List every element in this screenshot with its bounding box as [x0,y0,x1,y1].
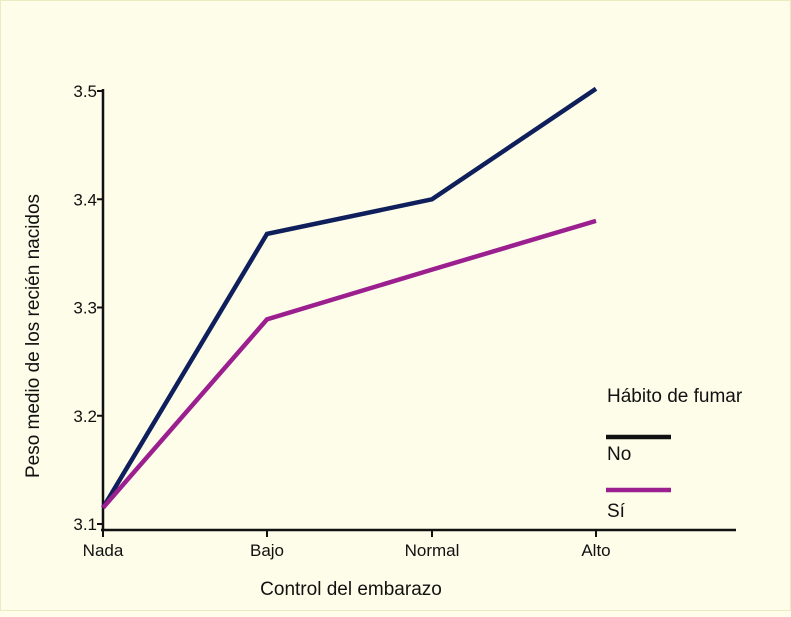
x-tick-group: Nada Bajo Normal Alto [83,530,611,560]
y-axis-label: Peso medio de los recién nacidos [23,194,44,478]
legend: Hábito de fumar No Sí [606,386,743,522]
y-tick-group: 3.1 3.2 3.3 3.4 3.5 [73,82,103,534]
y-tick-label: 3.3 [73,299,97,318]
y-tick-label: 3.1 [73,515,97,534]
y-tick-label: 3.5 [73,82,97,101]
x-tick-label: Nada [83,541,124,560]
series-group [103,89,596,508]
legend-label-no: No [607,444,631,465]
y-tick-label: 3.4 [73,190,97,209]
x-tick-label: Bajo [250,541,284,560]
x-tick-label: Normal [405,541,460,560]
series-line-si [103,221,596,508]
series-line-no [103,89,596,508]
y-tick-label: 3.2 [73,407,97,426]
legend-label-si: Sí [607,501,626,522]
legend-title: Hábito de fumar [607,386,743,407]
x-axis-label: Control del embarazo [260,579,442,600]
x-tick-label: Alto [581,541,610,560]
